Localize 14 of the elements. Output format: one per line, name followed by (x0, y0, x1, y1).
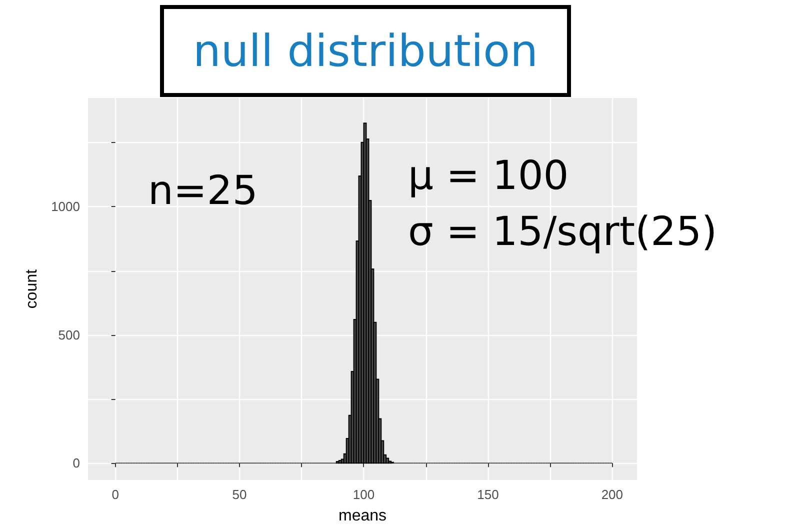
annotation: n=25 (148, 168, 258, 214)
y-tick-label: 500 (58, 327, 80, 342)
y-tick-label: 1000 (51, 199, 80, 214)
x-tick-label: 200 (601, 487, 624, 502)
chart-title: null distribution (160, 5, 571, 97)
y-axis-title: count (24, 268, 41, 309)
x-tick-label: 150 (477, 487, 499, 502)
x-axis-title: means (338, 508, 387, 524)
x-tick-label: 100 (352, 487, 375, 502)
annotation: σ = 15/sqrt(25) (408, 209, 718, 255)
x-tick-label: 0 (112, 487, 119, 502)
y-tick-label: 0 (72, 456, 80, 471)
annotation: μ = 100 (408, 153, 569, 199)
x-tick-label: 50 (232, 487, 247, 502)
